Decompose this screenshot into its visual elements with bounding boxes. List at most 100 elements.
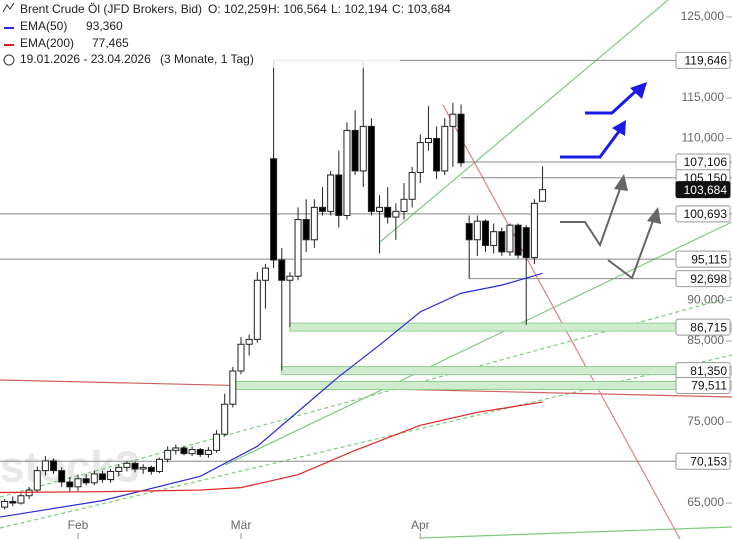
y-tick-label: 65,000 bbox=[687, 495, 724, 509]
arrow bbox=[560, 185, 622, 248]
candle-body bbox=[367, 125, 375, 212]
level-label: 81,350 bbox=[690, 364, 727, 378]
candle-body bbox=[253, 279, 261, 340]
level-label-box bbox=[675, 270, 731, 288]
candle-body bbox=[115, 466, 123, 472]
candle-body bbox=[74, 478, 82, 488]
arrow bbox=[560, 129, 622, 159]
candle-body bbox=[482, 220, 489, 246]
period-range: (3 Monate, 1 Tag) bbox=[160, 52, 254, 66]
level-label-box bbox=[675, 452, 731, 470]
clock-icon bbox=[3, 54, 15, 66]
candle-body bbox=[229, 370, 237, 405]
level-label-box bbox=[675, 250, 731, 268]
ohlc: O: 102,259 bbox=[208, 2, 268, 16]
candle-body bbox=[408, 172, 416, 200]
y-tick-label: 110,000 bbox=[682, 131, 725, 145]
trend-line bbox=[0, 354, 732, 529]
candle-body bbox=[490, 231, 498, 246]
candle-body bbox=[302, 219, 310, 241]
ohlc: L: 102,194 bbox=[331, 2, 388, 16]
candle-body bbox=[66, 481, 74, 488]
level-label-box bbox=[675, 318, 731, 336]
candle-body bbox=[351, 129, 359, 172]
trend-line bbox=[419, 526, 732, 539]
candle-body bbox=[188, 449, 196, 455]
legend-entry: EMA(50) bbox=[20, 19, 67, 33]
level-label: 95,115 bbox=[691, 252, 727, 266]
candle-body bbox=[131, 462, 139, 470]
x-tick-label: Apr bbox=[411, 518, 430, 532]
candle-body bbox=[498, 231, 506, 253]
arrow-head bbox=[614, 174, 628, 191]
candle-body bbox=[473, 220, 481, 241]
candle-body bbox=[327, 174, 335, 212]
arrow-head bbox=[612, 120, 626, 136]
arrows bbox=[560, 82, 661, 280]
candle-body bbox=[139, 466, 147, 470]
candle-body bbox=[196, 449, 204, 455]
candle-body bbox=[82, 478, 90, 484]
candle-body bbox=[457, 113, 465, 164]
legend-value: 93,360 bbox=[86, 19, 123, 33]
level-label-box bbox=[675, 181, 731, 199]
arrow-head bbox=[647, 207, 661, 224]
level-label: 119,646 bbox=[685, 54, 728, 68]
candle-body bbox=[441, 125, 449, 172]
candle-body bbox=[9, 500, 17, 504]
y-tick-label: 115,000 bbox=[682, 90, 725, 104]
level-band bbox=[289, 322, 732, 332]
candle-body bbox=[310, 206, 318, 241]
y-tick-label: 125,000 bbox=[681, 9, 725, 23]
candle-body bbox=[384, 206, 392, 218]
candle-body bbox=[17, 495, 25, 504]
candle-body bbox=[522, 227, 530, 259]
candle-body bbox=[25, 489, 33, 497]
y-tick-label: 85,000 bbox=[687, 333, 724, 347]
candle-body bbox=[1, 500, 9, 508]
candle-body bbox=[90, 473, 98, 484]
period: 19.01.2026 - 23.04.2026 bbox=[20, 52, 151, 66]
candle-body bbox=[335, 174, 343, 216]
level-label: 92,698 bbox=[690, 272, 727, 286]
level-label-box bbox=[675, 205, 731, 223]
x-tick-label: Feb bbox=[68, 518, 89, 532]
candle-body bbox=[245, 338, 253, 345]
candle-body bbox=[319, 206, 326, 212]
level-band bbox=[232, 380, 732, 390]
level-label-box bbox=[675, 51, 731, 69]
candle-body bbox=[286, 275, 294, 281]
arrow bbox=[607, 217, 655, 280]
candle-body bbox=[123, 462, 131, 468]
candle-body bbox=[278, 259, 286, 281]
candle-body bbox=[237, 343, 245, 372]
legend-value: 77,465 bbox=[92, 36, 129, 50]
candle-body bbox=[392, 210, 400, 218]
candle-body bbox=[359, 125, 367, 172]
ohlc: H: 106,564 bbox=[268, 2, 327, 16]
candle-body bbox=[156, 458, 163, 472]
candle-body bbox=[261, 267, 269, 281]
candle-body bbox=[270, 158, 278, 261]
candle-body bbox=[107, 470, 115, 481]
level-label-box bbox=[675, 376, 731, 394]
candle-body bbox=[221, 403, 229, 435]
candle-body bbox=[539, 189, 547, 202]
level-label: 70,153 bbox=[690, 454, 727, 468]
candle-body bbox=[449, 113, 457, 127]
candle-body bbox=[530, 202, 538, 259]
candle-body bbox=[33, 470, 41, 491]
candle-body bbox=[416, 142, 424, 174]
icon bbox=[2, 2, 15, 13]
level-label: 107,106 bbox=[684, 155, 728, 169]
candle-body bbox=[213, 433, 221, 451]
header-bg bbox=[0, 0, 400, 68]
level-label: 79,511 bbox=[691, 379, 727, 393]
candle-body bbox=[400, 198, 408, 212]
candle-body bbox=[50, 460, 58, 472]
ohlc: C: 103,684 bbox=[392, 2, 451, 16]
candle-body bbox=[180, 447, 188, 455]
candle-body bbox=[376, 206, 384, 212]
level-label: 103,684 bbox=[684, 183, 728, 197]
